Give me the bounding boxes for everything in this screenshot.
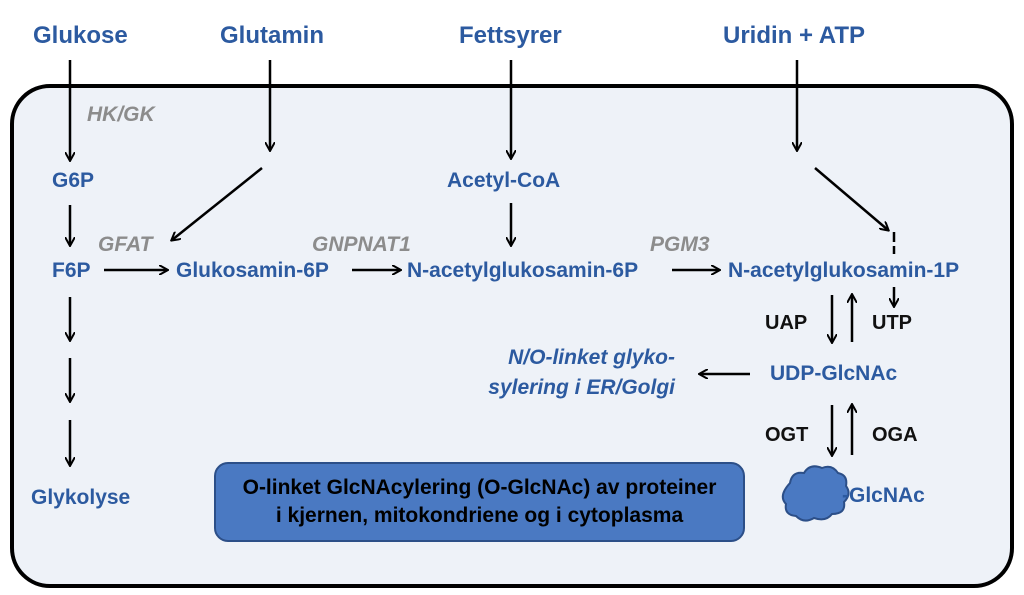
arrow-uridin-diagonal xyxy=(814,167,888,230)
enzyme-gnpnat1: GNPNAT1 xyxy=(312,233,411,256)
metabolite-glcnac: -GlcNAc xyxy=(842,484,925,507)
arrow-glutamin-gfat xyxy=(172,167,263,240)
input-glukose: Glukose xyxy=(33,22,128,49)
metabolite-f6p: F6P xyxy=(52,259,91,282)
metabolite-udp-glcnac: UDP-GlcNAc xyxy=(770,362,898,385)
cofactor-uap: UAP xyxy=(765,312,808,334)
input-uridin-atp: Uridin + ATP xyxy=(723,22,866,49)
metabolite-g6p: G6P xyxy=(52,169,95,192)
input-fettsyrer: Fettsyrer xyxy=(459,22,562,49)
metabolite-n-acetylglukosamin-1p: N-acetylglukosamin-1P xyxy=(728,259,960,282)
protein-blob-icon xyxy=(781,465,850,522)
enzyme-hk-gk: HK/GK xyxy=(87,103,155,126)
glycosylation-line-1: N/O-linket glyko- xyxy=(508,346,675,369)
note-line-1: O-linket GlcNAcylering (O-GlcNAc) av pro… xyxy=(242,476,717,499)
enzyme-gfat: GFAT xyxy=(98,233,153,256)
glycosylation-label: N/O-linket glyko- sylering i ER/Golgi xyxy=(463,343,675,403)
note-line-2: i kjernen, mitokondriene og i cytoplasma xyxy=(275,504,684,527)
cofactor-ogt: OGT xyxy=(765,424,809,446)
metabolite-acetyl-coa: Acetyl-CoA xyxy=(447,169,561,192)
input-glutamin: Glutamin xyxy=(220,22,325,49)
metabolite-n-acetylglukosamin-6p: N-acetylglukosamin-6P xyxy=(407,259,639,282)
glycosylation-line-2: sylering i ER/Golgi xyxy=(488,376,675,399)
metabolite-glykolyse: Glykolyse xyxy=(31,486,131,509)
metabolite-glukosamin-6p: Glukosamin-6P xyxy=(176,259,329,282)
enzyme-pgm3: PGM3 xyxy=(650,233,710,256)
o-glcnac-note-box: O-linket GlcNAcylering (O-GlcNAc) av pro… xyxy=(214,462,745,542)
cofactor-utp: UTP xyxy=(872,312,912,334)
cofactor-oga: OGA xyxy=(872,424,918,446)
